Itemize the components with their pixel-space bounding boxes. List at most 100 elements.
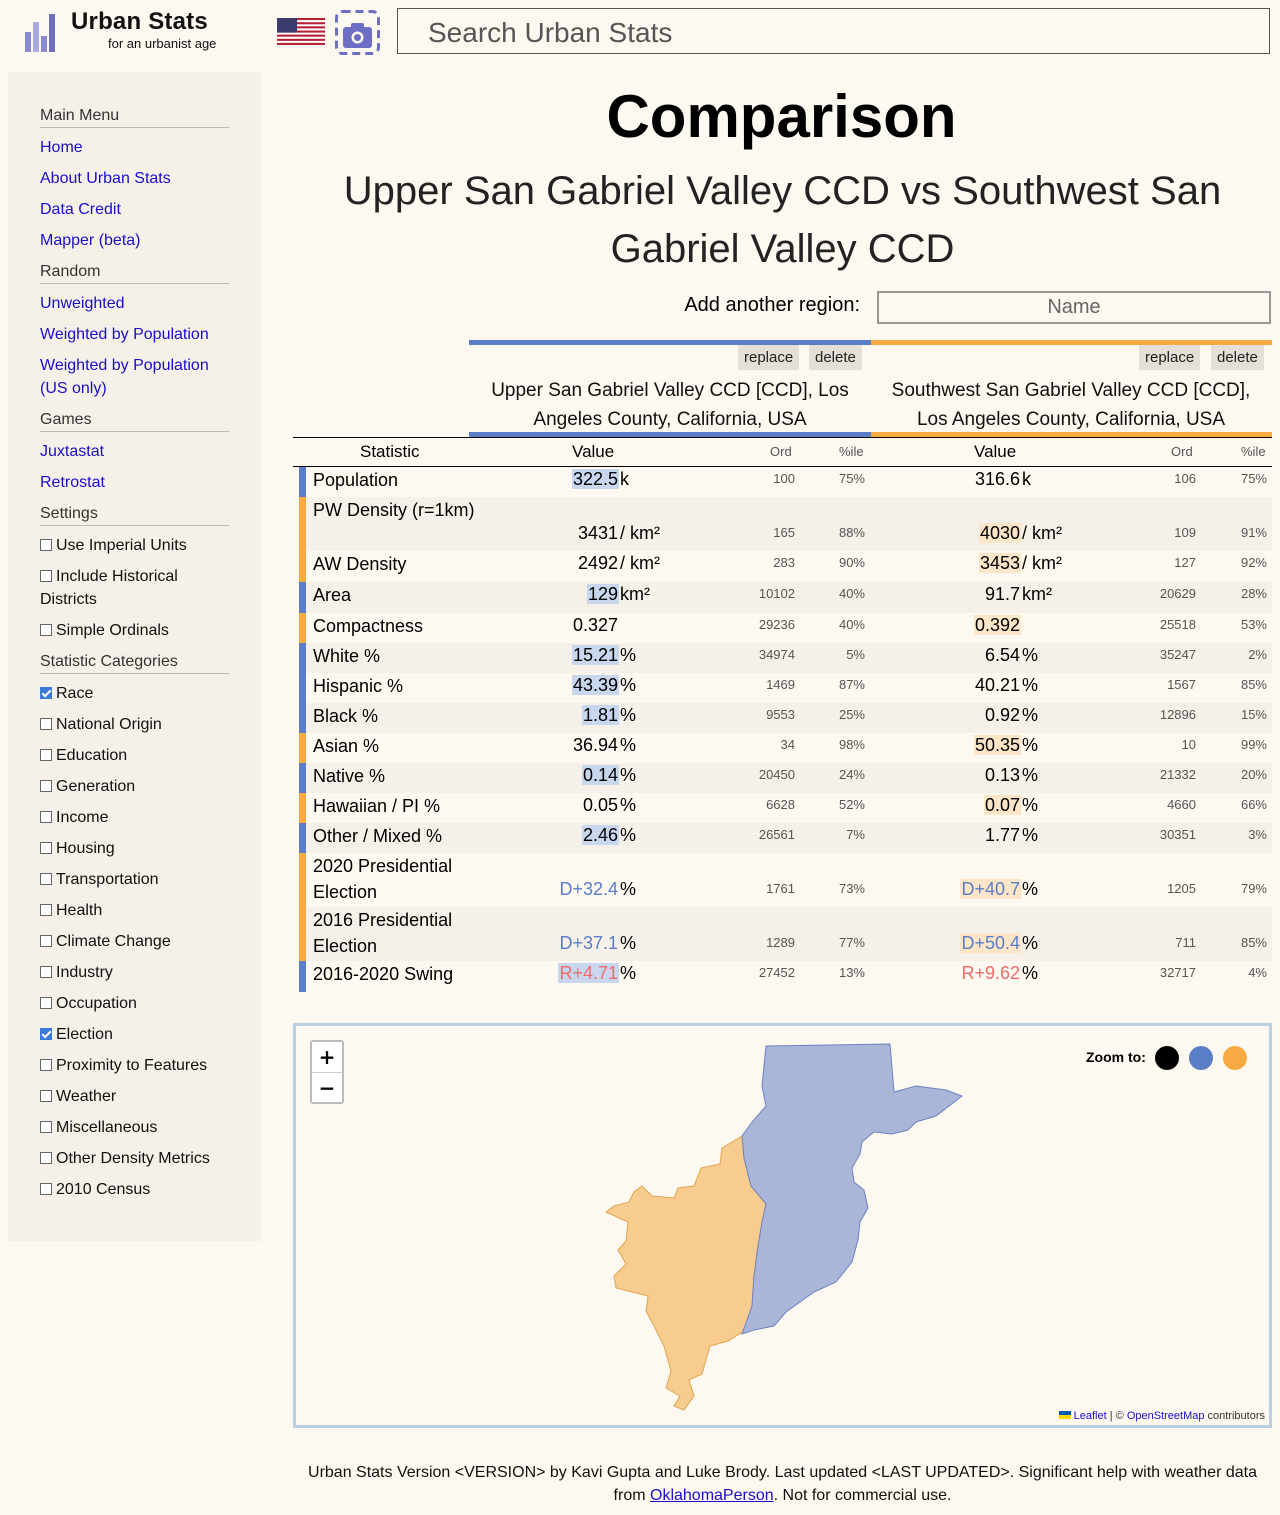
category-climate-change[interactable]: Climate Change	[40, 930, 240, 953]
statistic-name[interactable]: 2016 Presidential Election	[313, 910, 453, 956]
checkbox-icon[interactable]	[40, 780, 52, 792]
value-number: 322.5	[571, 469, 619, 489]
setting-simple-ordinals[interactable]: Simple Ordinals	[40, 619, 240, 642]
zoom-out-button[interactable]: −	[318, 1076, 336, 1100]
region-a-name[interactable]: Upper San Gabriel Valley CCD [CCD], Los …	[491, 380, 849, 430]
checkbox-icon[interactable]	[40, 1028, 52, 1040]
statistic-name[interactable]: PW Density (r=1km)	[313, 500, 475, 520]
category-race[interactable]: Race	[40, 682, 240, 705]
category-industry[interactable]: Industry	[40, 961, 240, 984]
checkbox-icon[interactable]	[40, 1152, 52, 1164]
comparison-map[interactable]: + − Zoom to: Leaflet | © OpenStreetMap c…	[293, 1023, 1272, 1428]
value-b: D+40.7	[911, 879, 1021, 900]
region-b-shape	[605, 1135, 767, 1411]
region-b-delete-button[interactable]: delete	[1211, 345, 1264, 370]
region-b-name[interactable]: Southwest San Gabriel Valley CCD [CCD], …	[891, 380, 1251, 430]
checkbox-icon[interactable]	[40, 997, 52, 1009]
category-education[interactable]: Education	[40, 744, 240, 767]
checkbox-icon[interactable]	[40, 539, 52, 551]
category-other-density-metrics[interactable]: Other Density Metrics	[40, 1147, 240, 1170]
osm-link[interactable]: OpenStreetMap	[1126, 1410, 1205, 1422]
category-miscellaneous[interactable]: Miscellaneous	[40, 1116, 240, 1139]
zoom-in-button[interactable]: +	[312, 1042, 342, 1073]
us-flag-icon[interactable]	[277, 18, 325, 45]
checkbox-icon[interactable]	[40, 873, 52, 885]
brand-title[interactable]: Urban Stats	[71, 8, 208, 35]
ordinal-b: 20629	[1159, 586, 1196, 601]
zoom-to-region-a-button[interactable]	[1189, 1046, 1213, 1070]
setting-use-imperial-units[interactable]: Use Imperial Units	[40, 534, 240, 557]
search-input[interactable]: Search Urban Stats	[397, 8, 1270, 54]
zoom-to-region-b-button[interactable]	[1223, 1046, 1247, 1070]
value-a: 1.81	[509, 705, 619, 726]
statistic-name[interactable]: 2020 Presidential Election	[313, 856, 453, 902]
region-a-delete-button[interactable]: delete	[809, 345, 862, 370]
winner-indicator	[299, 497, 306, 551]
statistic-name[interactable]: Area	[313, 585, 352, 605]
footer-credit-link[interactable]: OklahomaPerson	[650, 1487, 774, 1504]
checkbox-icon[interactable]	[40, 1090, 52, 1102]
statistic-name[interactable]: White %	[313, 646, 381, 666]
value-number: 91.7	[984, 584, 1020, 604]
statistic-name[interactable]: Compactness	[313, 616, 424, 636]
urban-stats-logo-icon[interactable]	[22, 12, 56, 54]
statistic-name[interactable]: Other / Mixed %	[313, 826, 443, 846]
checkbox-label: Include Historical Districts	[40, 568, 178, 608]
category-2010-census[interactable]: 2010 Census	[40, 1178, 240, 1201]
checkbox-icon[interactable]	[40, 1121, 52, 1133]
winner-indicator	[299, 613, 306, 643]
sidebar-link-juxtastat[interactable]: Juxtastat	[40, 443, 105, 460]
sidebar-link-mapper[interactable]: Mapper (beta)	[40, 232, 141, 249]
sidebar-link-retrostat[interactable]: Retrostat	[40, 474, 105, 491]
checkbox-icon[interactable]	[40, 1183, 52, 1195]
region-a-replace-button[interactable]: replace	[738, 345, 800, 370]
category-election[interactable]: Election	[40, 1023, 240, 1046]
statistic-name[interactable]: Population	[313, 470, 399, 490]
checkbox-icon[interactable]	[40, 718, 52, 730]
value-b: 50.35	[911, 735, 1021, 756]
statistic-name[interactable]: 2016-2020 Swing	[313, 964, 454, 984]
winner-indicator	[299, 643, 306, 673]
checkbox-label: Weather	[56, 1088, 117, 1105]
category-housing[interactable]: Housing	[40, 837, 240, 860]
checkbox-icon[interactable]	[40, 935, 52, 947]
checkbox-icon[interactable]	[40, 811, 52, 823]
ordinal-b: 1567	[1167, 677, 1196, 692]
category-generation[interactable]: Generation	[40, 775, 240, 798]
checkbox-icon[interactable]	[40, 842, 52, 854]
checkbox-icon[interactable]	[40, 904, 52, 916]
zoom-to-all-button[interactable]	[1155, 1046, 1179, 1070]
category-national-origin[interactable]: National Origin	[40, 713, 240, 736]
sidebar-link-weighted-population-us[interactable]: Weighted by Population (US only)	[40, 357, 209, 397]
statistic-name[interactable]: Black %	[313, 706, 379, 726]
leaflet-link[interactable]: Leaflet	[1073, 1410, 1107, 1422]
checkbox-icon[interactable]	[40, 1059, 52, 1071]
sidebar-link-unweighted[interactable]: Unweighted	[40, 295, 125, 312]
statistic-name[interactable]: Asian %	[313, 736, 380, 756]
checkbox-icon[interactable]	[40, 687, 52, 699]
add-region-input[interactable]: Name	[877, 291, 1271, 324]
checkbox-icon[interactable]	[40, 624, 52, 636]
category-income[interactable]: Income	[40, 806, 240, 829]
sidebar-link-data-credit[interactable]: Data Credit	[40, 201, 121, 218]
region-b-replace-button[interactable]: replace	[1139, 345, 1201, 370]
checkbox-icon[interactable]	[40, 570, 52, 582]
sidebar-link-home[interactable]: Home	[40, 139, 83, 156]
checkbox-label: Climate Change	[56, 933, 171, 950]
screenshot-camera-icon[interactable]	[335, 10, 380, 55]
sidebar-link-about[interactable]: About Urban Stats	[40, 170, 171, 187]
ordinal-a: 165	[773, 525, 795, 540]
setting-include-historical-districts[interactable]: Include Historical Districts	[40, 565, 200, 611]
category-proximity-to-features[interactable]: Proximity to Features	[40, 1054, 240, 1077]
checkbox-icon[interactable]	[40, 966, 52, 978]
statistic-name[interactable]: Native %	[313, 766, 386, 786]
category-occupation[interactable]: Occupation	[40, 992, 240, 1015]
statistic-name[interactable]: Hawaiian / PI %	[313, 796, 441, 816]
checkbox-icon[interactable]	[40, 749, 52, 761]
sidebar-link-weighted-population[interactable]: Weighted by Population	[40, 326, 209, 343]
category-transportation[interactable]: Transportation	[40, 868, 240, 891]
category-weather[interactable]: Weather	[40, 1085, 240, 1108]
category-health[interactable]: Health	[40, 899, 240, 922]
statistic-name[interactable]: Hispanic %	[313, 676, 404, 696]
statistic-name[interactable]: AW Density	[313, 554, 407, 574]
